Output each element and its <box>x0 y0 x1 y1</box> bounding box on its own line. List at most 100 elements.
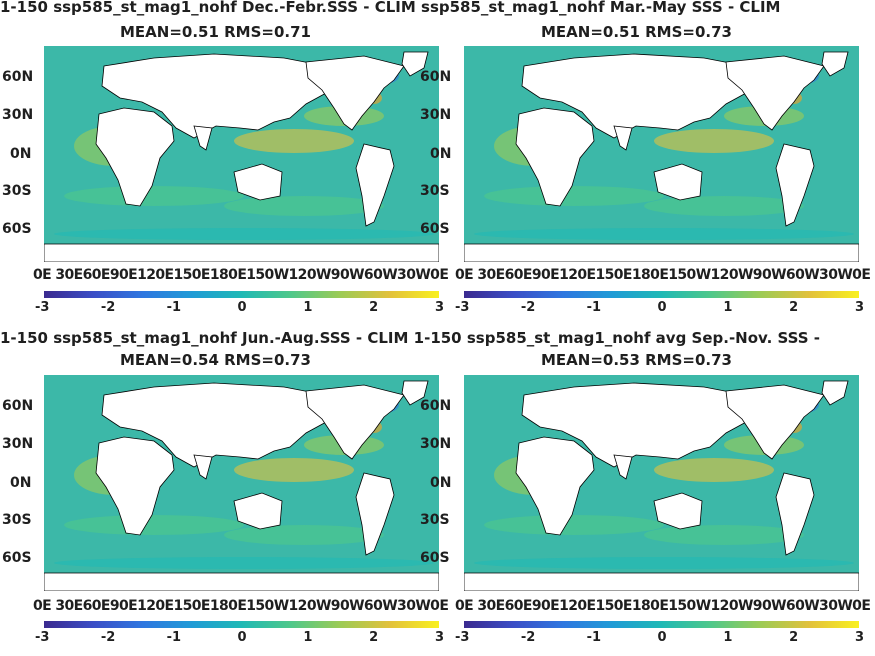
colorbar-tick-label: 2 <box>789 300 799 315</box>
lat-label-30s: 30S <box>420 183 450 199</box>
colorbar-tick-label: -1 <box>166 630 182 645</box>
row2-title: 1-150 ssp585_st_mag1_nohf Jun.-Aug.SSS -… <box>0 329 821 347</box>
panel-son-stats: MEAN=0.53 RMS=0.73 <box>541 351 732 369</box>
anomaly-patch <box>234 458 354 482</box>
land-mass <box>653 163 703 201</box>
colorbar-tick-label: -2 <box>100 300 116 315</box>
land-mass <box>464 243 859 262</box>
land-mass <box>613 125 633 151</box>
land-mass <box>233 163 283 201</box>
row1-title: 1-150 ssp585_st_mag1_nohf Dec.-Febr.SSS … <box>0 0 781 16</box>
colorbar-tick-label: 3 <box>435 300 445 315</box>
panel-jja-stats: MEAN=0.54 RMS=0.73 <box>120 351 311 369</box>
lat-label-30n: 30N <box>2 107 34 123</box>
lat-label-0n: 0N <box>10 475 32 491</box>
anomaly-patch <box>654 458 774 482</box>
anomaly-patch <box>484 186 664 206</box>
land-mass <box>401 51 429 77</box>
lon-axis-labels-son: 0E 30E60E90E120E150E180E150W120W90W60W30… <box>455 598 871 614</box>
colorbar-tick-label: -2 <box>100 630 116 645</box>
anomaly-patch <box>54 557 434 569</box>
anomaly-patch <box>64 186 244 206</box>
land-mass <box>95 436 175 536</box>
colorbar-tick-label: -3 <box>455 630 470 645</box>
lat-label-30n: 30N <box>420 436 452 452</box>
land-mass <box>401 380 429 406</box>
colorbar-tick-label: 1 <box>303 630 313 645</box>
colorbar-tick-label: 3 <box>855 630 865 645</box>
colorbar-bottom-right <box>464 621 859 628</box>
lat-label-30n: 30N <box>2 436 34 452</box>
colorbar-tick-label: -3 <box>35 630 50 645</box>
colorbar-tick-label: 0 <box>657 630 667 645</box>
lat-label-60s: 60S <box>2 221 32 237</box>
lat-label-60n: 60N <box>420 398 452 414</box>
map-panel-son <box>464 375 859 591</box>
colorbar-tick-label: 1 <box>303 300 313 315</box>
land-mass <box>515 107 595 207</box>
panel-djf-stats: MEAN=0.51 RMS=0.71 <box>120 23 311 41</box>
land-mass <box>355 143 395 227</box>
anomaly-patch <box>64 515 244 535</box>
map-panel-djf <box>44 46 439 262</box>
land-mass <box>101 53 345 139</box>
anomaly-patch <box>224 196 384 216</box>
colorbar-tick-label: 1 <box>723 300 733 315</box>
colorbar-tick-label: -1 <box>586 630 602 645</box>
lon-axis-labels-jja: 0E 30E60E90E120E150E180E150W120W90W60W30… <box>33 598 449 614</box>
colorbar-tick-label: 2 <box>369 300 379 315</box>
colorbar-tick-label: -3 <box>35 300 50 315</box>
anomaly-patch <box>474 557 854 569</box>
lat-label-0n: 0N <box>430 146 452 162</box>
map-panel-mam <box>464 46 859 262</box>
colorbar-tick-label: -1 <box>586 300 602 315</box>
land-mass <box>821 51 849 77</box>
land-mass <box>521 382 765 468</box>
lat-label-60s: 60S <box>420 221 450 237</box>
land-mass <box>44 572 439 591</box>
anomaly-patch <box>644 196 804 216</box>
anomaly-patch <box>474 228 854 240</box>
land-mass <box>821 380 849 406</box>
land-mass <box>613 454 633 480</box>
land-mass <box>193 454 213 480</box>
land-mass <box>775 143 815 227</box>
land-mass <box>95 107 175 207</box>
lat-label-30n: 30N <box>420 107 452 123</box>
colorbar-tick-label: 3 <box>435 630 445 645</box>
colorbar-tick-label: 2 <box>789 630 799 645</box>
anomaly-patch <box>654 129 774 153</box>
panel-mam-stats: MEAN=0.51 RMS=0.73 <box>541 23 732 41</box>
colorbar-tick-label: 0 <box>237 630 247 645</box>
land-mass <box>355 472 395 556</box>
lat-label-60n: 60N <box>420 69 452 85</box>
land-mass <box>521 53 765 139</box>
lat-label-30s: 30S <box>2 183 32 199</box>
land-mass <box>233 492 283 530</box>
lat-label-30s: 30S <box>420 512 450 528</box>
colorbar-tick-label: 0 <box>237 300 247 315</box>
lat-label-0n: 0N <box>430 475 452 491</box>
land-mass <box>653 492 703 530</box>
colorbar-top-right <box>464 291 859 298</box>
anomaly-patch <box>54 228 434 240</box>
anomaly-patch <box>484 515 664 535</box>
colorbar-tick-label: 1 <box>723 630 733 645</box>
lon-axis-labels-djf: 0E 30E60E90E120E150E180E150W120W90W60W30… <box>33 267 449 283</box>
lat-label-60n: 60N <box>2 398 34 414</box>
colorbar-tick-label: -2 <box>520 630 536 645</box>
land-mass <box>193 125 213 151</box>
lon-axis-labels-mam: 0E 30E60E90E120E150E180E150W120W90W60W30… <box>455 267 871 283</box>
lat-label-0n: 0N <box>10 146 32 162</box>
colorbar-tick-label: -1 <box>166 300 182 315</box>
land-mass <box>775 472 815 556</box>
colorbar-tick-label: 2 <box>369 630 379 645</box>
colorbar-top-left <box>44 291 439 298</box>
colorbar-tick-label: -3 <box>455 300 470 315</box>
colorbar-bottom-left <box>44 621 439 628</box>
colorbar-tick-label: -2 <box>520 300 536 315</box>
map-panel-jja <box>44 375 439 591</box>
land-mass <box>515 436 595 536</box>
colorbar-tick-label: 3 <box>855 300 865 315</box>
land-mass <box>101 382 345 468</box>
